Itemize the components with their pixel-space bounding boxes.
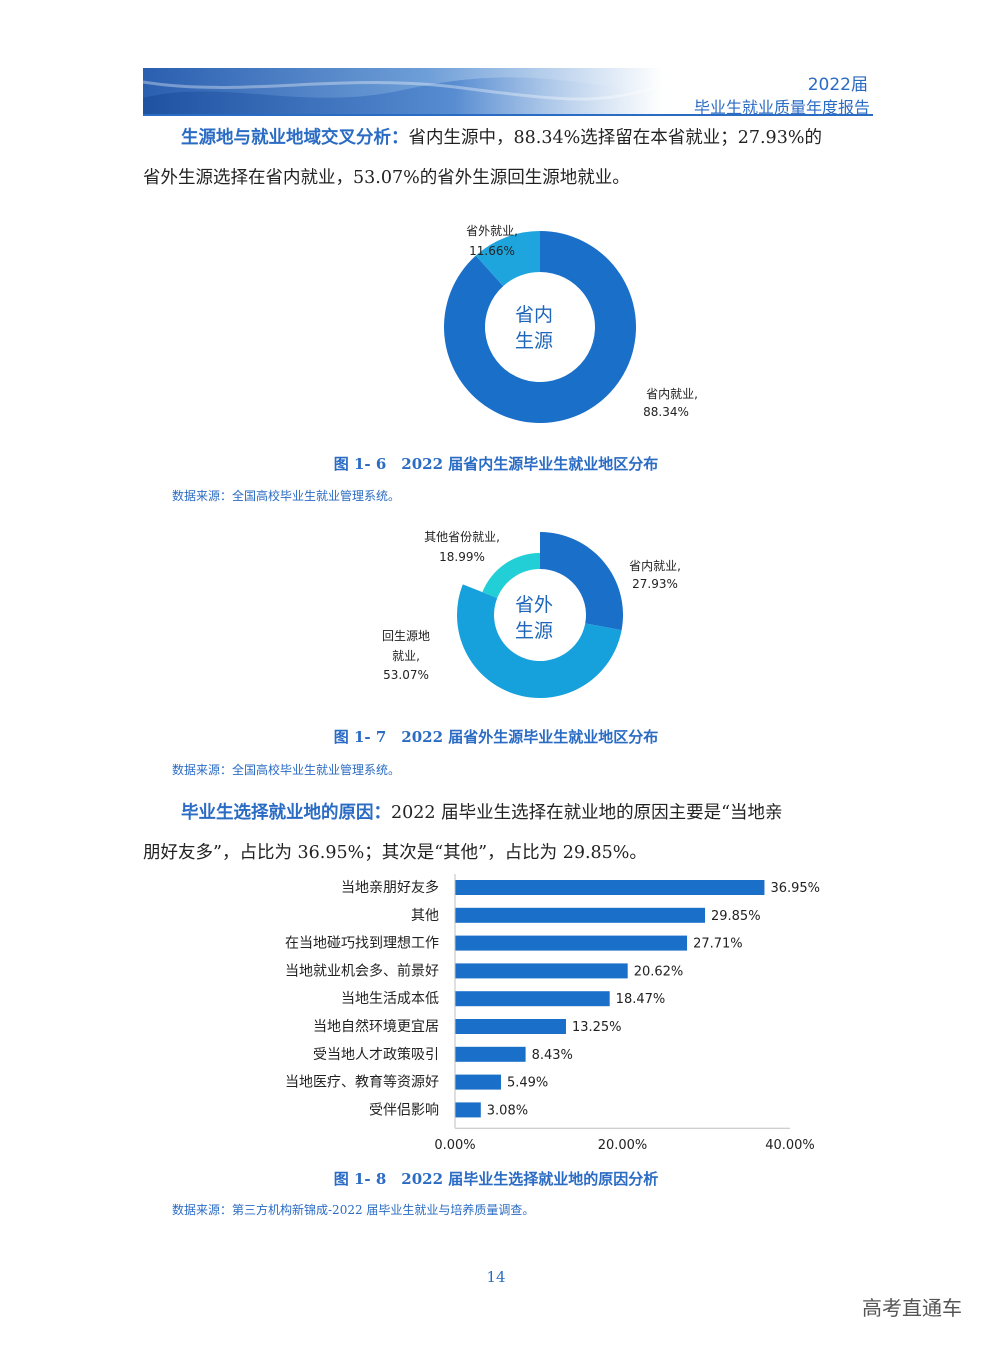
slice-label: 省内就业, bbox=[646, 387, 698, 401]
figure-caption: 图 1- 7 2022 届省外生源毕业生就业地区分布 bbox=[333, 728, 659, 746]
header-banner bbox=[143, 68, 663, 114]
bar-value-label: 29.85% bbox=[711, 909, 761, 924]
x-tick-label: 40.00% bbox=[765, 1138, 815, 1153]
bar-value-label: 3.08% bbox=[487, 1103, 528, 1118]
bar-value-label: 5.49% bbox=[507, 1076, 548, 1091]
bar-category-label: 受伴侣影响 bbox=[369, 1102, 439, 1118]
donut-slice bbox=[475, 231, 540, 287]
bar-category-label: 在当地碰巧找到理想工作 bbox=[285, 936, 439, 952]
paragraph-lead: 生源地与就业地域交叉分析： bbox=[181, 128, 409, 148]
bar bbox=[455, 963, 628, 979]
figure-source: 数据来源：全国高校毕业生就业管理系统。 bbox=[172, 763, 401, 777]
header-year: 2022届 bbox=[807, 75, 868, 95]
paragraph-text: 省内生源中，88.34%选择留在本省就业；27.93%的 bbox=[408, 128, 822, 148]
header-report-title: 毕业生就业质量年度报告 bbox=[693, 98, 870, 117]
bar-category-label: 其他 bbox=[411, 908, 439, 924]
slice-label: 回生源地 bbox=[382, 629, 430, 643]
paragraph-lead: 毕业生选择就业地的原因： bbox=[181, 803, 391, 823]
bar-value-label: 36.95% bbox=[770, 881, 820, 896]
figure-source: 数据来源：全国高校毕业生就业管理系统。 bbox=[172, 489, 401, 503]
bar bbox=[455, 1046, 526, 1062]
slice-label: 省内就业, bbox=[629, 559, 681, 573]
bar-category-label: 当地亲朋好友多 bbox=[341, 879, 439, 896]
donut-slice bbox=[444, 231, 637, 424]
x-tick-label: 0.00% bbox=[434, 1138, 475, 1153]
figure-caption: 图 1- 6 2022 届省内生源毕业生就业地区分布 bbox=[333, 455, 659, 473]
figure-caption: 图 1- 8 2022 届毕业生选择就业地的原因分析 bbox=[333, 1170, 659, 1188]
bar-category-label: 当地就业机会多、前景好 bbox=[285, 962, 439, 979]
slice-label: 省外就业, bbox=[466, 224, 518, 238]
donut-slice bbox=[456, 584, 622, 698]
slice-value: 18.99% bbox=[439, 550, 485, 564]
slice-value: 53.07% bbox=[383, 668, 429, 682]
slice-label: 其他省份就业, bbox=[424, 530, 500, 544]
bar bbox=[455, 1102, 481, 1118]
slice-value: 11.66% bbox=[469, 244, 515, 258]
bar-category-label: 当地自然环境更宜居 bbox=[313, 1018, 439, 1035]
donut-center-label: 生源 bbox=[515, 330, 553, 352]
donut-center-label: 生源 bbox=[515, 620, 553, 642]
donut-center-label: 省外 bbox=[515, 594, 553, 616]
figure-source: 数据来源：第三方机构新锦成-2022 届毕业生就业与培养质量调查。 bbox=[172, 1203, 535, 1217]
bar bbox=[455, 907, 705, 923]
bar-category-label: 受当地人才政策吸引 bbox=[313, 1046, 439, 1063]
donut-slice bbox=[540, 532, 623, 631]
paragraph-text: 朋好友多”，占比为 36.95%；其次是“其他”，占比为 29.85%。 bbox=[143, 843, 647, 863]
bar bbox=[455, 880, 765, 895]
slice-value: 88.34% bbox=[643, 405, 689, 419]
bar-category-label: 当地医疗、教育等资源好 bbox=[285, 1074, 439, 1091]
bar bbox=[455, 935, 688, 951]
bar-value-label: 20.62% bbox=[634, 964, 684, 979]
bar bbox=[455, 1019, 566, 1034]
bar-value-label: 18.47% bbox=[616, 992, 666, 1007]
paragraph-text: 省外生源选择在省内就业，53.07%的省外生源回生源地就业。 bbox=[143, 168, 630, 188]
paragraph-text: 2022 届毕业生选择在就业地的原因主要是“当地亲 bbox=[391, 803, 783, 823]
bar bbox=[455, 991, 610, 1007]
slice-value: 27.93% bbox=[632, 577, 678, 591]
slice-label: 就业, bbox=[392, 649, 420, 663]
donut-center-label: 省内 bbox=[515, 304, 553, 326]
header-divider bbox=[143, 114, 873, 116]
x-tick-label: 20.00% bbox=[598, 1138, 648, 1153]
watermark: 高考直通车 bbox=[862, 1296, 962, 1320]
donut-slice bbox=[482, 553, 540, 599]
page-number: 14 bbox=[486, 1268, 506, 1286]
paragraph-cross-analysis: 生源地与就业地域交叉分析：省内生源中，88.34%选择留在本省就业；27.93%… bbox=[143, 118, 883, 198]
paragraph-reasons: 毕业生选择就业地的原因：2022 届毕业生选择在就业地的原因主要是“当地亲 朋好… bbox=[143, 793, 883, 873]
bar-value-label: 8.43% bbox=[532, 1048, 573, 1063]
bar-value-label: 13.25% bbox=[572, 1020, 622, 1035]
bar-category-label: 当地生活成本低 bbox=[341, 991, 439, 1007]
bar bbox=[455, 1074, 501, 1090]
bar-value-label: 27.71% bbox=[693, 937, 743, 952]
